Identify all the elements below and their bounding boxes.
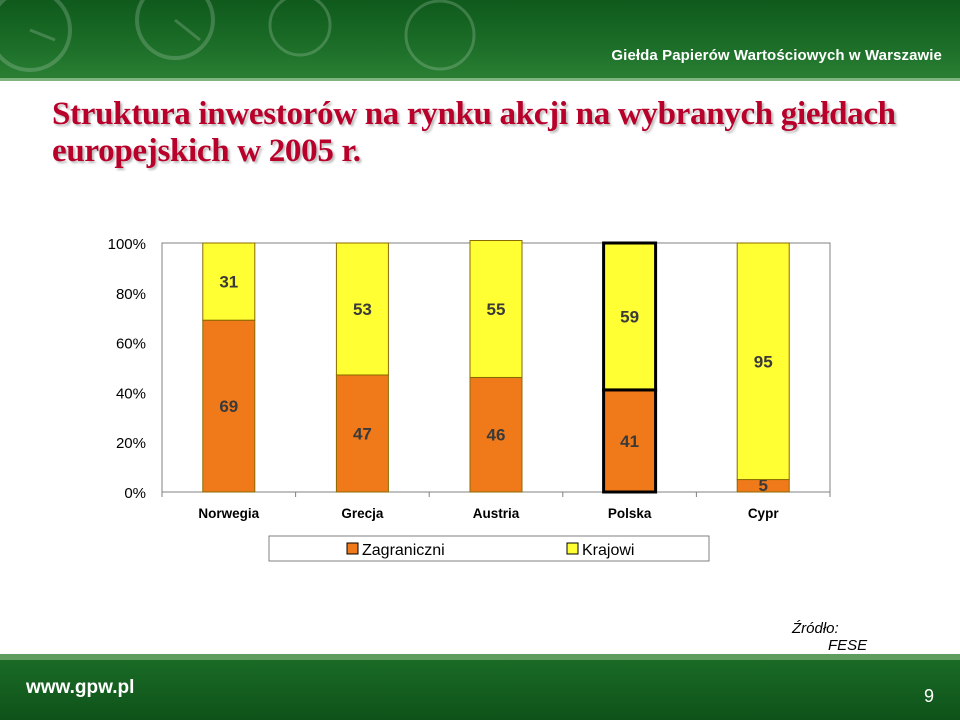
x-tick-label: Norwegia: [198, 506, 259, 521]
data-label: 41: [620, 432, 639, 451]
y-tick-label: 20%: [116, 435, 146, 452]
org-name: Giełda Papierów Wartościowych w Warszawi…: [611, 47, 942, 64]
legend-swatch: [346, 542, 359, 555]
header-divider: [0, 78, 960, 81]
legend-label: Zagraniczni: [362, 542, 445, 559]
data-label: 95: [754, 352, 773, 371]
clock-watermark-icon: [0, 0, 476, 72]
data-label: 5: [758, 476, 767, 495]
bar-domestic: [736, 242, 790, 481]
header-band: Giełda Papierów Wartościowych w Warszawi…: [0, 0, 960, 78]
data-label: 69: [219, 397, 238, 416]
data-label: 47: [353, 424, 372, 443]
source-note: Źródło: FESE: [792, 620, 902, 654]
legend-box: [268, 535, 710, 562]
footer-url[interactable]: www.gpw.pl: [26, 677, 135, 698]
page-number: 9: [923, 686, 934, 706]
data-label: 46: [487, 426, 506, 445]
y-tick-label: 40%: [116, 385, 146, 402]
bar-domestic: [602, 241, 658, 392]
bar-domestic: [202, 242, 256, 321]
data-label: 53: [353, 300, 372, 319]
footer-divider: [0, 654, 960, 660]
chart-area: 0% 20% 40% 60% 80% 100% 69 31 Norwegia 47 53 Grecja…: [72, 226, 848, 568]
legend-label: Krajowi: [582, 542, 634, 559]
y-tick-label: 80%: [116, 286, 146, 303]
y-tick-label: 60%: [116, 336, 146, 353]
x-tick-label: Grecja: [341, 506, 384, 521]
stacked-bar-chart: 0% 20% 40% 60% 80% 100% 69 31 Norwegia 47 53 Grecja…: [108, 236, 831, 562]
data-label: 31: [219, 273, 238, 292]
source-label: Źródło:: [792, 620, 839, 637]
legend-swatch: [566, 542, 579, 555]
x-tick-label: Polska: [608, 506, 652, 521]
x-tick-label: Cypr: [748, 506, 780, 521]
bar-domestic: [469, 240, 523, 378]
y-tick-label: 100%: [108, 236, 146, 253]
data-label: 55: [487, 300, 506, 319]
bar-foreign: [469, 376, 523, 493]
data-label: 59: [620, 307, 639, 326]
y-tick-label: 0%: [124, 485, 146, 502]
source-name: FESE: [828, 637, 868, 654]
x-tick-label: Austria: [473, 506, 520, 521]
footer-band: [0, 660, 960, 720]
bar-foreign: [335, 374, 389, 493]
bar-domestic: [335, 242, 389, 376]
slide-title: Struktura inwestorów na rynku akcji na w…: [52, 96, 896, 169]
